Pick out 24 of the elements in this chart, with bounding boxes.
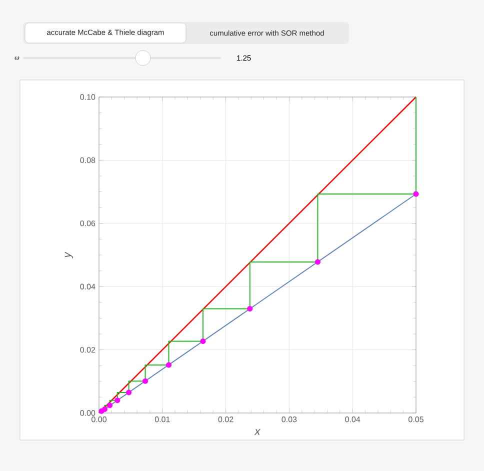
x-tick-label: 0.00 [92,416,106,422]
y-axis-title: y [64,252,74,258]
point [413,191,419,197]
point [314,259,321,265]
y-tick-label: 0.02 [80,346,96,353]
point [98,408,104,414]
y-tick-label: 0.04 [80,284,96,290]
y-tick-label: 0.06 [80,220,96,226]
point [114,398,120,404]
point [166,362,172,368]
point [247,306,253,312]
point [126,390,132,396]
y-tick-label: 0.10 [80,94,96,100]
x-tick-label: 0.05 [408,416,424,422]
y-tick-label: 0.00 [80,410,96,416]
point [142,378,148,384]
x-tick-label: 0.03 [282,416,297,422]
point [106,402,113,408]
x-axis-title: x [254,429,261,435]
y-tick-label: 0.08 [80,157,96,164]
x-tick-label: 0.04 [345,416,360,422]
x-tick-label: 0.02 [218,416,234,422]
x-tick-label: 0.01 [154,416,170,422]
point [200,338,206,344]
